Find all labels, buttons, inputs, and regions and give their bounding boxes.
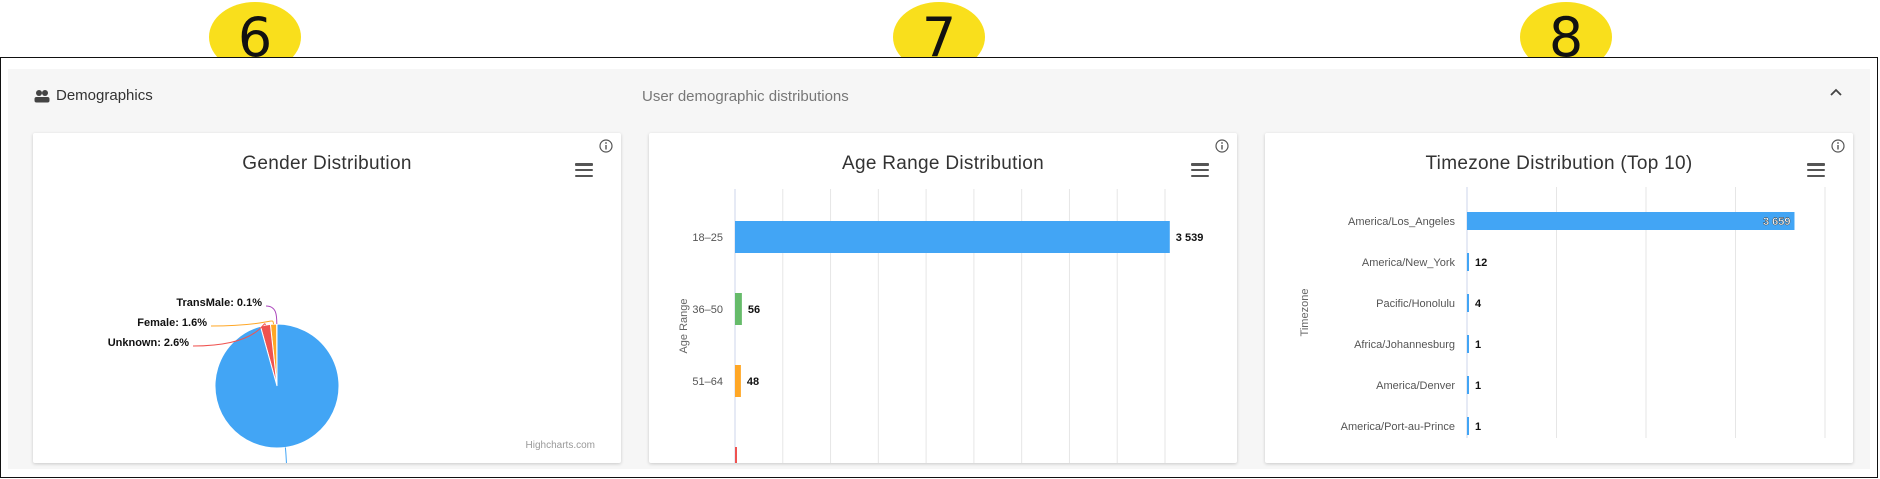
bar-data-label: 1 xyxy=(1475,421,1481,433)
bar-1 xyxy=(735,293,742,325)
panel-title-text: Demographics xyxy=(56,87,153,104)
y-axis-title: Timezone xyxy=(1299,289,1311,337)
age-chart-info-icon[interactable] xyxy=(1215,139,1229,153)
demographics-panel: Demographics User demographic distributi… xyxy=(8,69,1870,469)
y-axis-title: Age Range xyxy=(678,298,690,353)
bar-4 xyxy=(1467,376,1469,394)
age-chart-card: Age Range Distribution Age Range 18–25 3 5… xyxy=(649,133,1237,463)
timezone-chart-title: Timezone Distribution (Top 10) xyxy=(1425,153,1693,174)
timezone-chart-info-icon[interactable] xyxy=(1831,139,1845,153)
bar-1 xyxy=(1467,253,1469,271)
y-tick-label: Africa/Johannesburg xyxy=(1354,339,1455,351)
y-tick-label: Pacific/Honolulu xyxy=(1376,298,1455,310)
bar-data-label: 4 xyxy=(1475,298,1482,310)
bar-0 xyxy=(735,221,1170,253)
timezone-bar-chart: Timezone America/Los_Angeles 3 659 America/… xyxy=(1299,187,1826,438)
bar-0 xyxy=(1467,212,1795,230)
gender-chart-card: Gender Distribution Male: 95.7%Unknown: … xyxy=(33,133,621,463)
age-chart-menu-icon[interactable] xyxy=(1191,163,1209,178)
bar-data-label: 48 xyxy=(747,376,759,388)
y-tick-label: America/Port-au-Prince xyxy=(1341,421,1455,433)
timezone-chart-card: Timezone Distribution (Top 10) Timezone A… xyxy=(1265,133,1853,463)
users-icon xyxy=(34,89,50,102)
pie-data-label: TransMale: 0.1% xyxy=(176,297,262,309)
bar-data-label: 56 xyxy=(748,304,760,316)
age-chart-title: Age Range Distribution xyxy=(842,153,1044,174)
y-tick-label: 36–50 xyxy=(692,304,723,316)
pie-data-label: Unknown: 2.6% xyxy=(108,337,190,349)
gender-chart-title: Gender Distribution xyxy=(242,153,412,174)
y-tick-label: America/New_York xyxy=(1362,257,1456,269)
bar-data-label: 3 539 xyxy=(1176,232,1204,244)
y-tick-label: America/Denver xyxy=(1376,380,1455,392)
age-bar-chart: Age Range 18–25 3 539 36–50 56 51–64 48 xyxy=(678,189,1204,463)
bar-5 xyxy=(1467,417,1469,435)
bar-data-label: 3 659 xyxy=(1763,216,1791,228)
highcharts-credits-link[interactable]: Highcharts.com xyxy=(525,440,595,451)
chevron-up-icon[interactable] xyxy=(1828,85,1844,101)
screenshot-frame: Demographics User demographic distributi… xyxy=(0,57,1878,478)
bar-data-label: 1 xyxy=(1475,380,1481,392)
gender-pie-chart: Male: 95.7%Unknown: 2.6%Female: 1.6%Tran… xyxy=(108,297,340,463)
bar-3 xyxy=(1467,335,1469,353)
gender-chart-info-icon[interactable] xyxy=(599,139,613,153)
pie-connector-female xyxy=(210,320,274,327)
panel-header: Demographics User demographic distributi… xyxy=(8,69,1870,109)
y-tick-label: 51–64 xyxy=(692,376,723,388)
timezone-chart-menu-icon[interactable] xyxy=(1807,163,1825,178)
pie-connector-transmale xyxy=(265,305,278,325)
gender-chart-menu-icon[interactable] xyxy=(575,163,593,178)
bar-data-label: 12 xyxy=(1475,257,1487,269)
panel-subtitle: User demographic distributions xyxy=(642,88,849,105)
bar-2 xyxy=(735,365,741,397)
pie-connector-unknown xyxy=(192,323,266,347)
bar-data-label: 1 xyxy=(1475,339,1481,351)
pie-slice-male xyxy=(214,323,340,449)
y-tick-label: America/Los_Angeles xyxy=(1348,216,1456,228)
bar-partial xyxy=(735,447,737,463)
pie-connector-male xyxy=(284,447,287,463)
bar-2 xyxy=(1467,294,1469,312)
panel-title: Demographics xyxy=(34,87,153,104)
y-tick-label: 18–25 xyxy=(692,232,723,244)
pie-data-label: Female: 1.6% xyxy=(137,317,207,329)
